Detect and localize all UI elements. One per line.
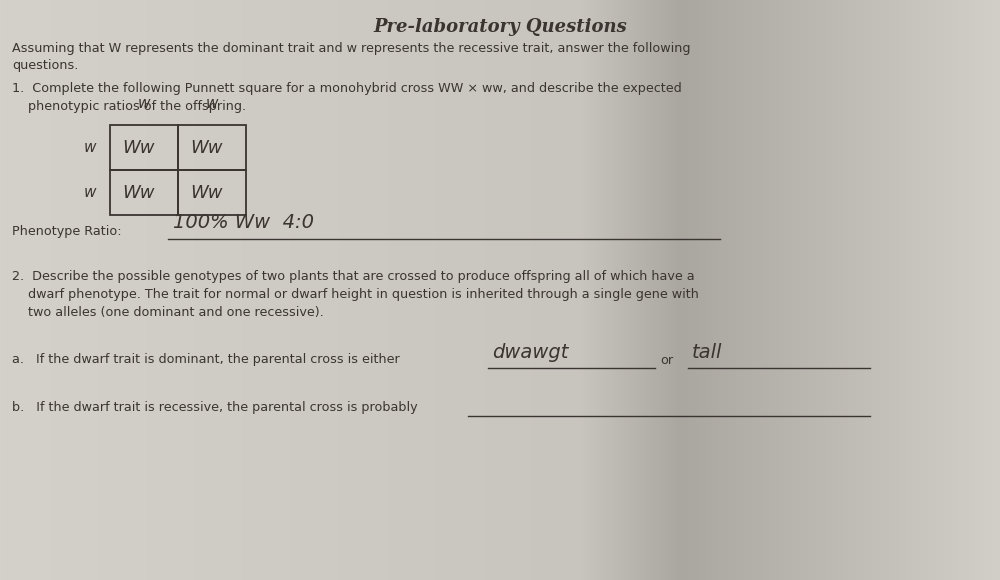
Text: w: w: [138, 96, 150, 111]
Text: w: w: [206, 96, 218, 111]
Bar: [178, 170, 246, 215]
Text: 2.  Describe the possible genotypes of two plants that are crossed to produce of: 2. Describe the possible genotypes of tw…: [12, 270, 695, 283]
Text: two alleles (one dominant and one recessive).: two alleles (one dominant and one recess…: [12, 306, 324, 319]
Bar: [110, 170, 178, 215]
Bar: [178, 125, 246, 170]
Text: Ww: Ww: [122, 139, 155, 157]
Text: questions.: questions.: [12, 59, 78, 72]
Text: Assuming that W represents the dominant trait and w represents the recessive tra: Assuming that W represents the dominant …: [12, 42, 690, 55]
Text: b.   If the dwarf trait is recessive, the parental cross is probably: b. If the dwarf trait is recessive, the …: [12, 401, 418, 415]
Text: dwarf phenotype. The trait for normal or dwarf height in question is inherited t: dwarf phenotype. The trait for normal or…: [12, 288, 699, 301]
Bar: [110, 125, 178, 170]
Text: tall: tall: [692, 343, 722, 361]
Text: a.   If the dwarf trait is dominant, the parental cross is either: a. If the dwarf trait is dominant, the p…: [12, 353, 400, 367]
Text: Phenotype Ratio:: Phenotype Ratio:: [12, 226, 130, 238]
Text: or: or: [660, 353, 673, 367]
Text: 1.  Complete the following Punnett square for a monohybrid cross WW × ww, and de: 1. Complete the following Punnett square…: [12, 82, 682, 95]
Text: Ww: Ww: [122, 184, 155, 202]
Text: Ww: Ww: [190, 139, 223, 157]
Text: Pre-laboratory Questions: Pre-laboratory Questions: [373, 18, 627, 36]
Text: w: w: [84, 185, 96, 200]
Text: Ww: Ww: [190, 184, 223, 202]
Text: phenotypic ratios of the offspring.: phenotypic ratios of the offspring.: [12, 100, 246, 113]
Text: dwawgt: dwawgt: [492, 343, 568, 361]
Text: 100% Ww  4:0: 100% Ww 4:0: [173, 213, 314, 233]
Text: w: w: [84, 140, 96, 155]
